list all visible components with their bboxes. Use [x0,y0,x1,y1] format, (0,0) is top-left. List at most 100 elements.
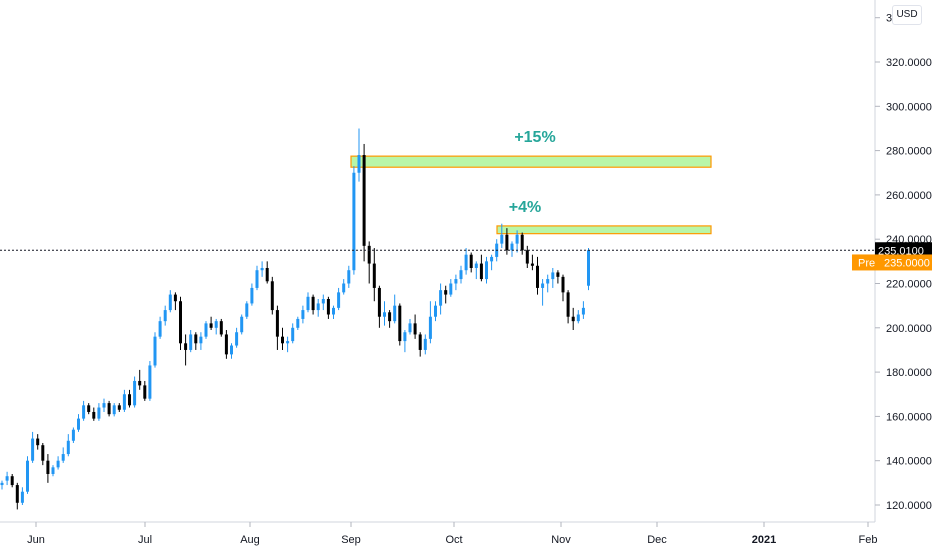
candle-body [383,312,386,317]
pre-market-value: 235.0000 [884,257,930,269]
price-tick-label: 120.0000 [886,500,932,512]
candle-body [112,405,116,415]
candle [148,361,152,401]
candle [204,321,208,339]
candle-body [46,460,50,474]
candle-body [536,265,539,288]
candle [168,290,172,313]
candle-body [372,263,376,288]
candle [388,310,392,328]
candle [439,283,443,315]
candle-body [357,155,361,173]
candle-body [546,279,550,284]
candle [372,248,376,302]
candle-body [423,338,427,350]
target-zones[interactable]: +15% +4% [350,129,712,235]
candle [418,332,422,357]
price-tick-label: 320.0000 [886,57,932,69]
candle [393,294,397,324]
candle [510,241,514,257]
candle-body [219,321,223,335]
candle-body [551,272,555,280]
candle [571,307,575,331]
pre-market-tag [852,254,932,271]
candle [515,230,519,253]
candle [434,301,437,322]
candle [306,292,310,313]
candle-body [398,305,402,342]
currency-button[interactable]: USD [892,5,922,25]
candle [133,376,137,408]
candle-body [117,405,121,410]
candle-body [556,272,560,277]
candle-body [515,234,519,244]
price-tick-label: 140.0000 [886,456,932,468]
candle-body [71,429,75,441]
candle [321,294,325,311]
candle [128,389,131,408]
target-zone[interactable] [350,155,712,168]
candle [464,248,468,275]
candle [20,487,24,505]
candle-body [31,438,35,461]
candle [449,279,453,297]
candle [270,276,274,315]
chart-background [0,0,875,522]
candle-body [311,296,315,311]
candle [398,303,402,346]
candle-body [245,303,249,317]
candle [520,232,524,255]
candle [408,318,412,335]
candle [260,261,264,277]
candle [541,279,545,306]
candle-body [566,292,570,317]
candle-body [469,254,473,268]
candle [423,334,427,355]
candle [337,287,341,311]
zone-label: +4% [509,199,541,216]
candle-body [479,263,483,280]
time-tick-label: Dec [647,534,667,546]
candle [566,290,570,324]
candle-body [107,403,111,415]
candle-body [255,270,259,288]
target-zone[interactable] [496,225,712,235]
time-tick-label: 2021 [752,534,776,546]
candle [173,292,177,311]
time-tick-label: Jun [27,534,45,546]
candle-body [230,345,233,355]
candle-body [444,290,448,295]
candle-body [87,405,91,412]
candle-body [128,394,131,406]
candle-body [97,407,101,419]
candle [107,400,111,417]
candle [556,270,560,284]
time-tick-label: Sep [341,534,361,546]
candle [36,434,40,450]
candle [153,332,157,368]
candle [444,285,448,304]
candle-body [214,321,218,328]
candle-body [362,155,366,246]
candle [469,252,473,273]
candle [209,316,213,331]
candle-body [576,314,580,322]
candle [235,327,239,348]
candle [316,299,320,317]
candle [479,254,483,282]
candle-body [505,234,509,251]
candle [530,254,534,271]
candle [357,128,361,182]
candle [87,403,91,415]
candle [301,305,305,324]
candle-body [56,460,60,468]
candle-body [500,234,504,244]
candle-body [393,305,397,322]
time-axis[interactable]: Jun Jul Aug Sep Oct Nov Dec 2021 Feb [27,522,877,546]
candle [41,442,45,466]
candle [367,241,371,284]
candle [347,265,351,288]
candle [189,330,193,353]
price-tick-label: 300.0000 [886,101,932,113]
